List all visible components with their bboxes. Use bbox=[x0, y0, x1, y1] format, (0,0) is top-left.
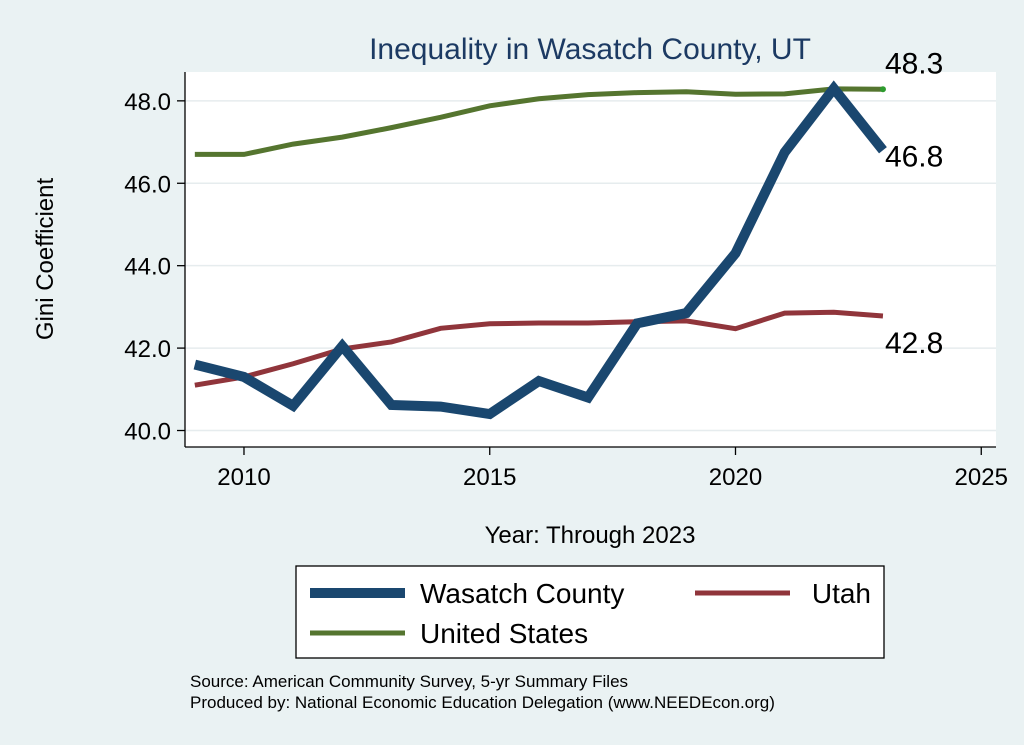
legend-box bbox=[295, 565, 885, 659]
y-tick-label: 46.0 bbox=[124, 171, 171, 198]
x-axis-title: Year: Through 2023 bbox=[485, 522, 696, 549]
series-line-wasatch-county bbox=[193, 80, 887, 420]
x-tick-label: 2020 bbox=[709, 464, 762, 491]
series-line-united-states bbox=[194, 86, 883, 157]
x-axis-ticks: 2010 2015 2020 2025 bbox=[217, 447, 1008, 491]
series-layer bbox=[193, 80, 887, 420]
y-tick-label: 42.0 bbox=[124, 336, 171, 363]
legend-label-utah: Utah bbox=[812, 578, 871, 609]
producer-note: Produced by: National Economic Education… bbox=[190, 693, 775, 712]
legend: Wasatch County Utah United States bbox=[295, 565, 885, 659]
end-label-utah: 42.8 bbox=[885, 327, 943, 360]
x-tick-label: 2025 bbox=[955, 464, 1008, 491]
source-note: Source: American Community Survey, 5-yr … bbox=[190, 672, 628, 691]
y-axis-ticks: 40.0 42.0 44.0 46.0 48.0 bbox=[124, 89, 185, 446]
legend-label-united-states: United States bbox=[420, 618, 588, 649]
plot-area bbox=[185, 72, 996, 447]
y-axis-title: Gini Coefficient bbox=[32, 178, 59, 341]
end-label-united-states: 48.3 bbox=[885, 47, 943, 80]
series-endpoint-united-states bbox=[879, 86, 886, 93]
gridlines bbox=[185, 100, 996, 432]
end-label-wasatch-county: 46.8 bbox=[885, 140, 943, 173]
series-line-utah bbox=[194, 309, 884, 388]
x-tick-label: 2010 bbox=[217, 464, 270, 491]
y-tick-label: 40.0 bbox=[124, 419, 171, 446]
x-tick-label: 2015 bbox=[463, 464, 516, 491]
chart-title: Inequality in Wasatch County, UT bbox=[369, 33, 811, 66]
legend-label-wasatch-county: Wasatch County bbox=[420, 578, 624, 609]
end-labels: 46.8 42.8 48.3 bbox=[885, 47, 943, 360]
y-tick-label: 44.0 bbox=[124, 254, 171, 281]
y-tick-label: 48.0 bbox=[124, 89, 171, 116]
